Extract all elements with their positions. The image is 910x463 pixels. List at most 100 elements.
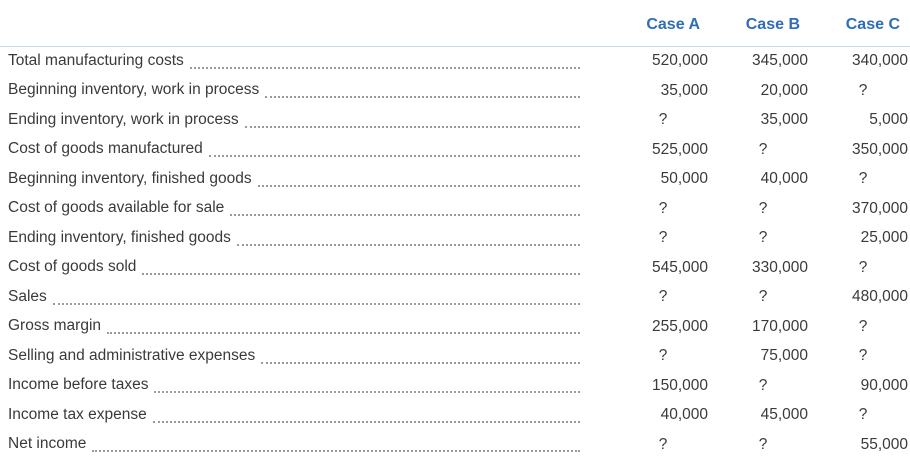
value-cell-case-b: 170,000: [751, 317, 808, 335]
table-row: Net income?? 55,000: [0, 430, 910, 460]
row-label-cell: Ending inventory, finished goods: [8, 223, 580, 253]
value-cell-case-c: 90,000: [860, 376, 908, 394]
value-cell-case-a: 150,000: [651, 376, 708, 394]
value-cell-case-c: ?: [858, 317, 868, 335]
table-row: Cost of goods sold 545,000 330,000?: [0, 253, 910, 283]
table-row: Sales?? 480,000: [0, 282, 910, 312]
row-label-cell: Beginning inventory, finished goods: [8, 164, 580, 194]
row-label: Sales: [8, 287, 47, 305]
table-row: Selling and administrative expenses? 75,0…: [0, 341, 910, 371]
row-label-cell: Selling and administrative expenses: [8, 341, 580, 371]
table-row: Ending inventory, finished goods?? 25,000: [0, 223, 910, 253]
column-header-case-b: Case B: [745, 16, 800, 33]
row-label: Net income: [8, 435, 87, 453]
dot-leader: [257, 175, 580, 187]
row-label: Beginning inventory, finished goods: [8, 169, 252, 187]
value-cell-case-b: ?: [758, 376, 768, 394]
table-row: Cost of goods available for sale?? 370,00…: [0, 194, 910, 224]
value-cell-case-c: 480,000: [851, 288, 908, 305]
value-cell-case-c: 55,000: [860, 435, 908, 453]
row-label: Cost of goods manufactured: [8, 140, 203, 158]
column-header-case-c: Case C: [845, 16, 900, 33]
row-label: Income tax expense: [8, 405, 147, 423]
dot-leader: [230, 204, 580, 217]
value-cell-case-c: 370,000: [851, 199, 908, 217]
row-label: Ending inventory, work in process: [8, 110, 239, 128]
row-label-cell: Cost of goods available for sale: [8, 194, 580, 224]
row-label: Beginning inventory, work in process: [8, 81, 260, 99]
row-label-cell: Cost of goods manufactured: [8, 135, 580, 165]
value-cell-case-c: 5,000: [869, 111, 908, 128]
table-row: Total manufacturing costs 520,000 345,000 3…: [0, 46, 910, 76]
value-cell-case-c: 340,000: [851, 52, 908, 69]
dot-leader: [189, 57, 580, 69]
value-cell-case-a: ?: [658, 229, 668, 246]
row-label: Total manufacturing costs: [8, 51, 184, 69]
value-cell-case-a: 35,000: [660, 81, 708, 99]
row-label-cell: Income tax expense: [8, 400, 580, 430]
value-cell-case-c: ?: [858, 258, 868, 276]
value-cell-case-a: 40,000: [660, 406, 708, 423]
value-cell-case-b: ?: [758, 199, 768, 217]
value-cell-case-a: ?: [658, 111, 668, 128]
value-cell-case-c: ?: [858, 347, 868, 364]
table-row: Beginning inventory, work in process 35,0…: [0, 76, 910, 106]
value-cell-case-b: 345,000: [751, 52, 808, 69]
value-cell-case-a: ?: [658, 288, 668, 305]
value-cell-case-c: 25,000: [860, 229, 908, 246]
row-label-cell: Ending inventory, work in process: [8, 105, 580, 135]
dot-leader: [261, 352, 580, 364]
row-label: Income before taxes: [8, 376, 149, 394]
table-row: Income tax expense 40,000 45,000?: [0, 400, 910, 430]
table-row: Beginning inventory, finished goods 50,00…: [0, 164, 910, 194]
dot-leader: [265, 86, 580, 99]
value-cell-case-b: ?: [758, 229, 768, 246]
row-label-cell: Gross margin: [8, 312, 580, 342]
value-cell-case-a: 545,000: [651, 258, 708, 276]
value-cell-case-b: 330,000: [751, 258, 808, 276]
value-cell-case-b: 35,000: [760, 111, 808, 128]
value-cell-case-a: 255,000: [651, 317, 708, 335]
row-label-cell: Net income: [8, 430, 580, 460]
table-header: Case A Case B Case C: [0, 0, 910, 47]
value-cell-case-b: 20,000: [760, 81, 808, 99]
row-label-cell: Beginning inventory, work in process: [8, 76, 580, 106]
row-label: Cost of goods available for sale: [8, 199, 225, 217]
table-row: Ending inventory, work in process? 35,000…: [0, 105, 910, 135]
value-cell-case-a: ?: [658, 347, 668, 364]
dot-leader: [244, 116, 580, 128]
row-label: Ending inventory, finished goods: [8, 228, 231, 246]
value-cell-case-a: 520,000: [651, 52, 708, 69]
dot-leader: [152, 411, 580, 423]
value-cell-case-a: ?: [658, 435, 668, 453]
row-label: Gross margin: [8, 317, 102, 335]
dot-leader: [92, 440, 580, 453]
value-cell-case-c: ?: [858, 406, 868, 423]
dot-leader: [142, 263, 580, 276]
value-cell-case-a: ?: [658, 199, 668, 217]
value-cell-case-b: 40,000: [760, 170, 808, 187]
row-label-cell: Sales: [8, 282, 580, 312]
value-cell-case-b: 75,000: [760, 347, 808, 364]
value-cell-case-c: ?: [858, 170, 868, 187]
dot-leader: [52, 293, 580, 305]
value-cell-case-b: 45,000: [760, 406, 808, 423]
row-label: Cost of goods sold: [8, 258, 137, 276]
dot-leader: [236, 234, 580, 246]
value-cell-case-a: 525,000: [651, 140, 708, 158]
row-label-cell: Cost of goods sold: [8, 253, 580, 283]
row-label: Selling and administrative expenses: [8, 346, 256, 364]
dot-leader: [208, 145, 580, 158]
table-row: Gross margin 255,000 170,000?: [0, 312, 910, 342]
value-cell-case-b: ?: [758, 435, 768, 453]
row-label-cell: Income before taxes: [8, 371, 580, 401]
row-label-cell: Total manufacturing costs: [8, 46, 580, 76]
table-row: Cost of goods manufactured 525,000? 350,00…: [0, 135, 910, 165]
table-row: Income before taxes 150,000? 90,000: [0, 371, 910, 401]
dot-leader: [107, 322, 580, 335]
value-cell-case-c: 350,000: [851, 140, 908, 158]
dot-leader: [154, 381, 580, 394]
value-cell-case-b: ?: [758, 140, 768, 158]
value-cell-case-a: 50,000: [660, 170, 708, 187]
